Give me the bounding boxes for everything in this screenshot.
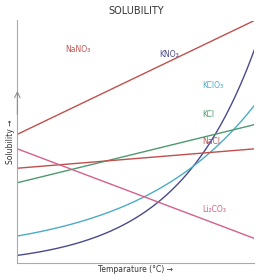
Text: NaNO₃: NaNO₃ <box>65 45 90 54</box>
Text: Li₂CO₃: Li₂CO₃ <box>202 205 226 214</box>
Title: SOLUBILITY: SOLUBILITY <box>108 6 164 16</box>
X-axis label: Temparature (°C) →: Temparature (°C) → <box>98 265 173 274</box>
Text: KClO₃: KClO₃ <box>202 81 223 90</box>
Y-axis label: Solubility →: Solubility → <box>5 119 15 164</box>
Text: KCl: KCl <box>202 110 214 120</box>
Text: NaCl: NaCl <box>202 137 220 146</box>
Text: KNO₃: KNO₃ <box>160 50 179 59</box>
